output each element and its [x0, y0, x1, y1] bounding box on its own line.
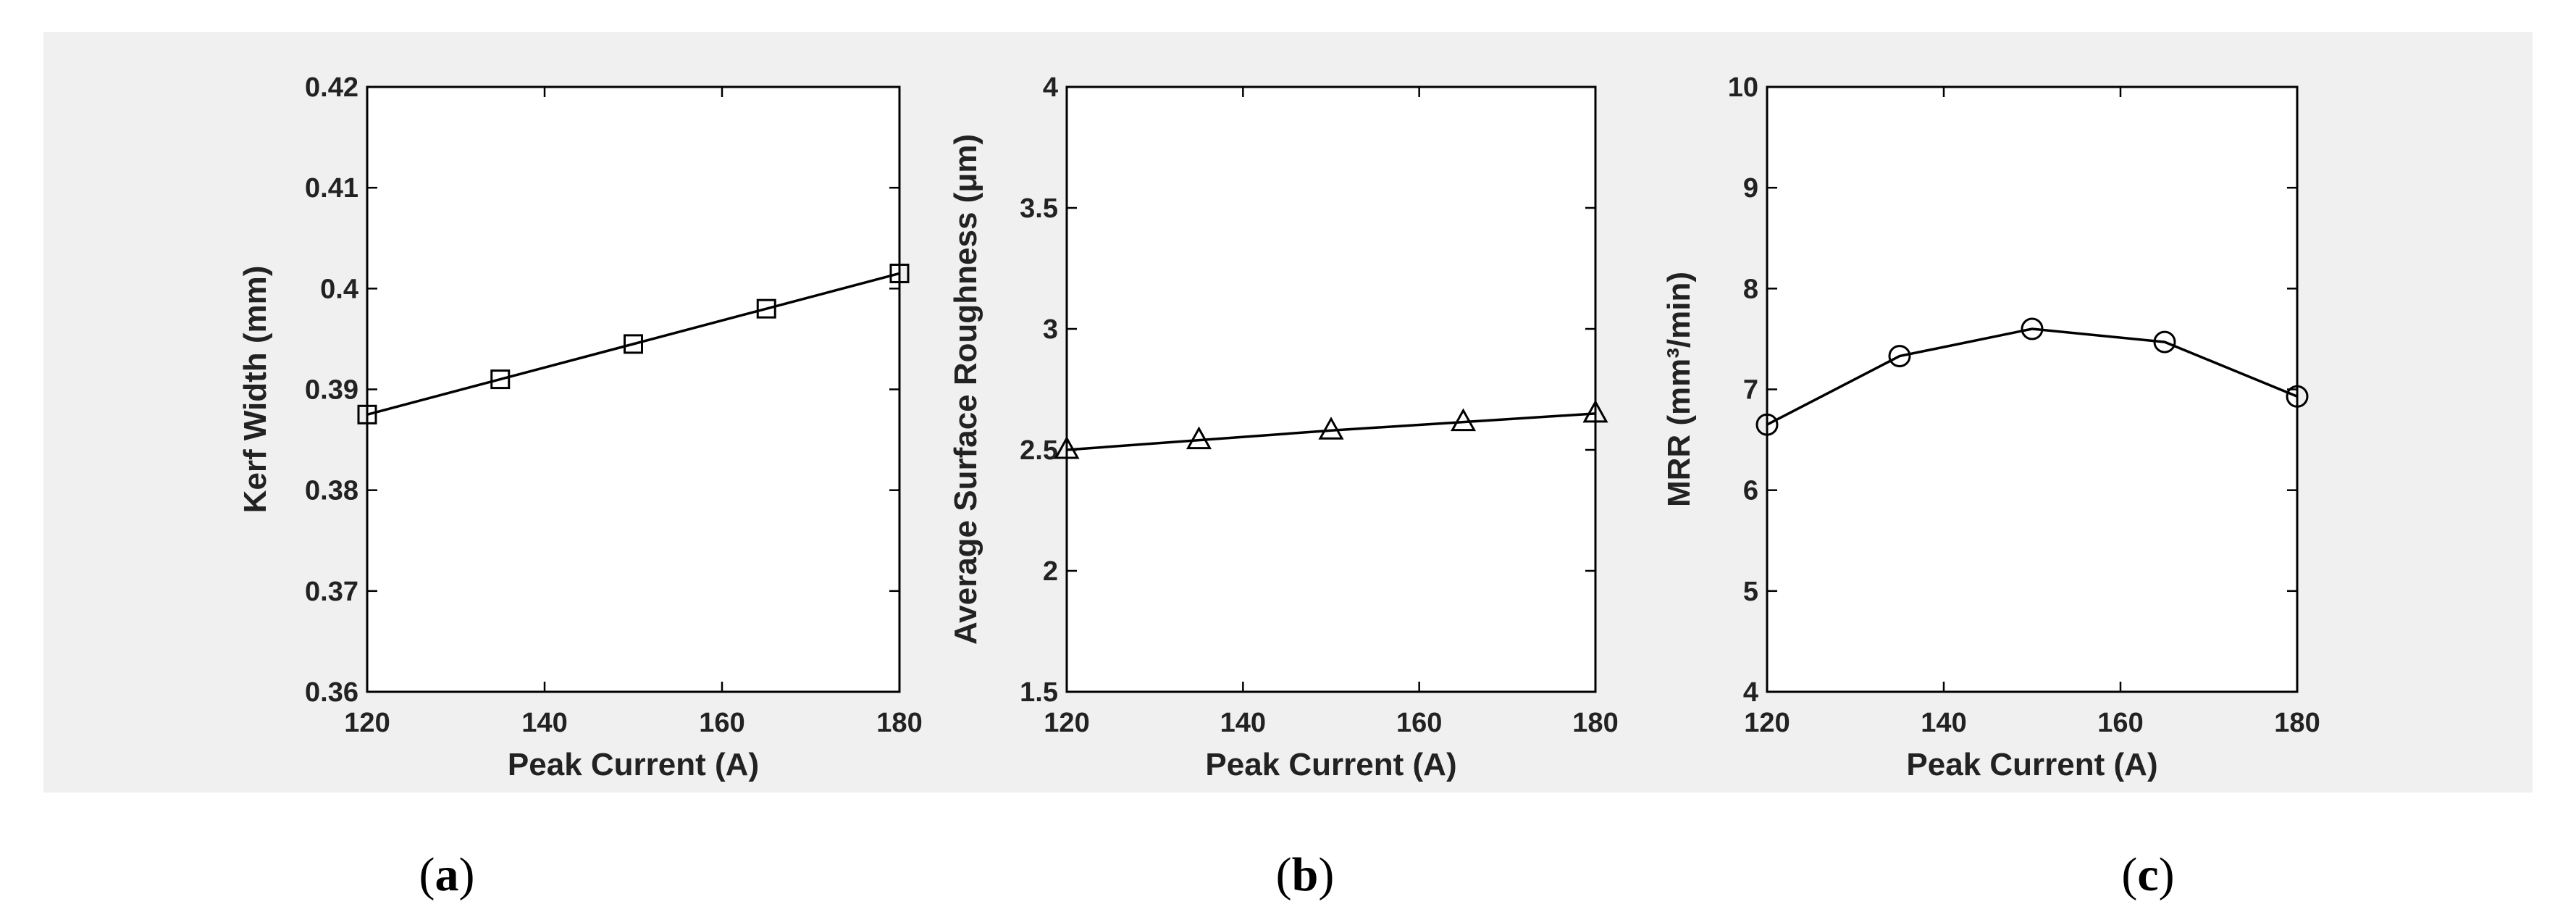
x-tick-label: 120	[1044, 708, 1089, 738]
x-tick-label: 180	[2274, 708, 2320, 738]
y-tick-label: 3.5	[1020, 193, 1058, 224]
caption-b-letter: b	[1291, 848, 1319, 901]
data-point-circle	[2153, 330, 2176, 354]
y-axis-label: MRR (mm³/min)	[1661, 272, 1697, 507]
x-axis-label: Peak Current (A)	[508, 747, 759, 782]
caption-a: (a)	[419, 848, 475, 901]
y-tick-label: 1.5	[1020, 677, 1058, 708]
y-tick-label: 8	[1743, 274, 1758, 304]
x-tick-label: 140	[1220, 708, 1266, 738]
x-tick-label: 160	[699, 708, 744, 738]
plot-area-c	[1766, 85, 2299, 693]
y-axis-label: Kerf Width (mm)	[238, 266, 273, 514]
series-line	[1766, 327, 2298, 426]
y-tick-label: 10	[1728, 72, 1758, 103]
y-tick-label: 2	[1043, 556, 1058, 587]
y-tick-label: 6	[1743, 476, 1758, 506]
caption-b: (b)	[1275, 848, 1335, 901]
x-tick-label: 120	[344, 708, 390, 738]
x-tick-label: 140	[1921, 708, 1966, 738]
data-point-square	[357, 404, 377, 425]
x-axis-label: Peak Current (A)	[1906, 747, 2157, 782]
data-point-square	[889, 263, 910, 283]
data-point-square	[756, 298, 776, 319]
y-axis-label: Average Surface Roughness (μm)	[948, 134, 983, 645]
data-point-square	[624, 334, 643, 354]
y-tick-label: 0.37	[305, 577, 358, 607]
y-tick-label: 4	[1743, 677, 1758, 708]
y-tick-label: 0.38	[305, 476, 358, 506]
y-tick-label: 0.42	[305, 72, 358, 103]
x-tick-label: 140	[521, 708, 567, 738]
caption-c: (c)	[2121, 848, 2175, 901]
y-tick-label: 0.36	[305, 677, 358, 708]
y-tick-label: 0.4	[320, 274, 358, 304]
caption-a-letter: a	[435, 848, 459, 901]
data-point-triangle	[1450, 408, 1477, 432]
data-point-triangle	[1582, 399, 1608, 423]
data-point-triangle	[1186, 426, 1212, 450]
chart-b: 120 140 160 180 1.5 2 2.5 3 3.5 4 Peak Current (A)…	[948, 72, 1619, 782]
data-point-circle	[2021, 317, 2044, 340]
x-tick-label: 180	[1572, 708, 1618, 738]
data-point-triangle	[1318, 417, 1344, 440]
data-point-circle	[1888, 345, 1911, 368]
chart-a: 120 140 160 180 0.36 0.37 0.38 0.39 0.4 0.41 0.42 P…	[238, 72, 923, 782]
series-line	[1066, 412, 1596, 451]
data-point-circle	[1755, 413, 1779, 436]
plot-area-a	[366, 85, 901, 693]
y-tick-label: 5	[1743, 577, 1758, 607]
data-point-triangle	[1054, 435, 1080, 459]
x-tick-label: 160	[2097, 708, 2143, 738]
y-tick-label: 9	[1743, 173, 1758, 204]
x-tick-label: 120	[1744, 708, 1790, 738]
data-point-circle	[2286, 385, 2309, 408]
x-tick-label: 160	[1396, 708, 1442, 738]
chart-c: 120 140 160 180 4 5 6 7 8 9 10 Peak Current (A) MRR …	[1661, 72, 2320, 782]
x-axis-label: Peak Current (A)	[1205, 747, 1456, 782]
x-tick-label: 180	[876, 708, 922, 738]
plot-area-b	[1065, 85, 1597, 693]
y-tick-label: 0.41	[305, 173, 358, 204]
y-tick-label: 0.39	[305, 375, 358, 406]
y-tick-label: 2.5	[1020, 435, 1058, 466]
y-tick-label: 3	[1043, 314, 1058, 345]
y-tick-label: 4	[1043, 72, 1058, 103]
series-line	[366, 272, 900, 416]
data-point-square	[490, 369, 511, 390]
caption-c-letter: c	[2137, 848, 2159, 901]
y-tick-label: 7	[1743, 375, 1758, 406]
